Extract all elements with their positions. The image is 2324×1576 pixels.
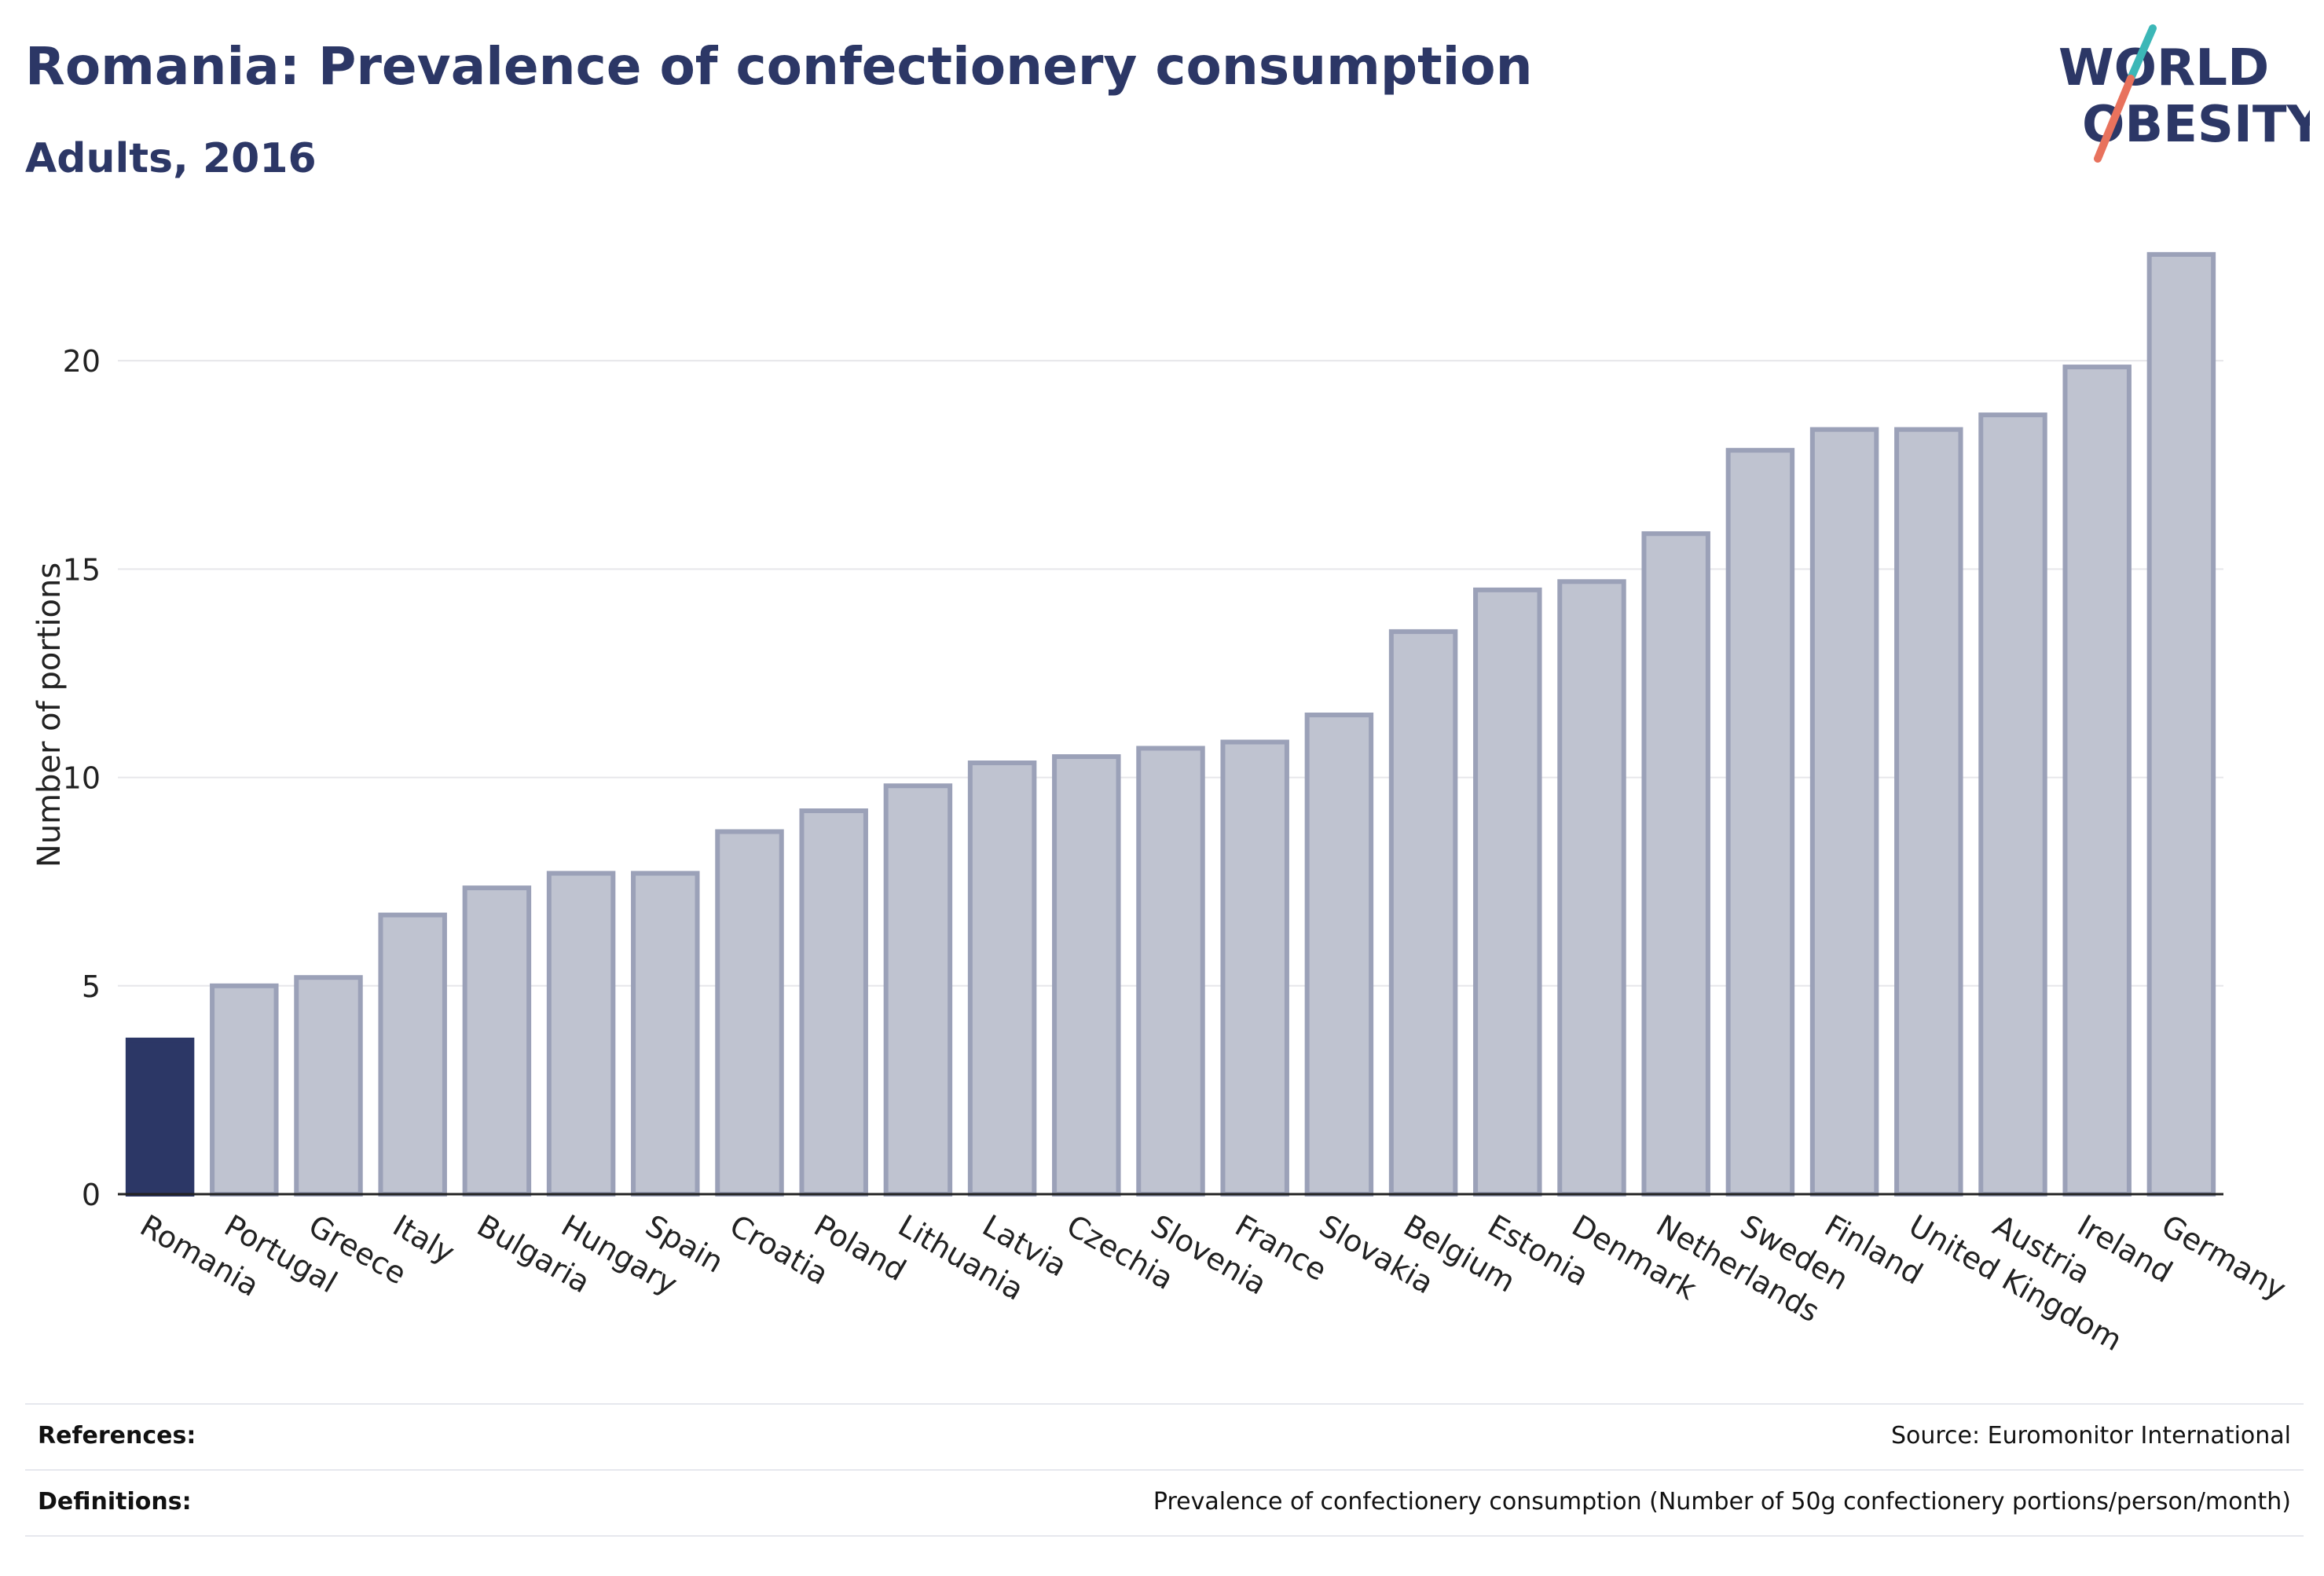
bar: [799, 808, 868, 1197]
references-label: References:: [38, 1422, 196, 1450]
bar: [1136, 746, 1205, 1197]
bar: [1304, 713, 1374, 1197]
bar: [1557, 579, 1626, 1197]
bar: [2062, 365, 2132, 1197]
logo-line-1: WORLD: [2058, 39, 2269, 97]
y-tick-label: 20: [63, 344, 101, 379]
bar: [1052, 754, 1121, 1197]
x-tick-label: Germany: [2156, 1208, 2292, 1307]
world-obesity-logo: WORLD OBESITY: [2058, 24, 2310, 163]
y-tick-label: 5: [82, 969, 101, 1004]
bar: [1388, 629, 1458, 1197]
definitions-value: Prevalence of confectionery consumption …: [1153, 1488, 2291, 1516]
definitions-row: Definitions: Prevalence of confectionery…: [25, 1469, 2304, 1534]
bar: [2146, 251, 2216, 1197]
bar: [378, 912, 447, 1197]
bar: [1725, 448, 1795, 1197]
bar: [125, 1037, 195, 1197]
chart-title: Romania: Prevalence of confectionery con…: [25, 36, 1533, 97]
bar: [1473, 587, 1542, 1197]
y-tick-label: 0: [82, 1178, 101, 1212]
bar: [883, 783, 953, 1197]
bar: [1220, 739, 1289, 1197]
y-axis-label: Number of portions: [31, 563, 68, 867]
references-row: References: Source: Euromonitor Internat…: [25, 1403, 2304, 1468]
bar: [462, 885, 532, 1197]
logo-slash-teal: [2127, 24, 2157, 82]
bar: [715, 829, 784, 1197]
y-tick-label: 15: [63, 552, 101, 587]
logo-slash-red: [2094, 75, 2135, 163]
bar: [294, 975, 363, 1197]
bar: [1894, 427, 1963, 1197]
bar: [1641, 531, 1710, 1197]
footer-divider: [25, 1535, 2304, 1537]
bar: [631, 870, 700, 1197]
x-tick-label: Ireland: [2072, 1208, 2179, 1290]
bar: [210, 983, 279, 1197]
chart-subtitle: Adults, 2016: [25, 135, 317, 182]
bar: [1809, 427, 1879, 1197]
bar: [967, 761, 1037, 1197]
y-tick-label: 10: [63, 761, 101, 796]
bar: [546, 870, 616, 1197]
definitions-label: Definitions:: [38, 1488, 192, 1516]
references-value: Source: Euromonitor International: [1890, 1422, 2291, 1450]
bar: [1978, 412, 2047, 1197]
